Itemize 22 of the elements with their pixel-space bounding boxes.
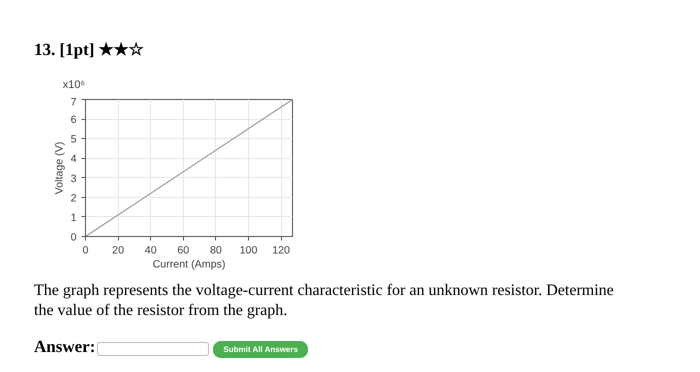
x-tick-label: 60 [177, 244, 190, 256]
x-axis-title: Current (Amps) [152, 258, 226, 270]
x-tick-label: 0 [82, 244, 89, 256]
x-tick-label: 100 [240, 244, 258, 256]
x-tick-label: 40 [144, 244, 157, 256]
y-axis-title: Voltage (V) [54, 142, 66, 194]
y-tick-label: 0 [70, 232, 77, 244]
x-tick-label: 120 [272, 244, 290, 256]
y-tick-label: 4 [70, 153, 77, 166]
y-tick-label: 3 [70, 172, 77, 185]
chart-title: 13. [1pt] ★★☆ [34, 39, 144, 61]
y-tick-label: 2 [70, 192, 77, 204]
x-tick-label: 20 [112, 244, 124, 256]
y-tick-label: 1 [70, 212, 77, 224]
x-tick-label: 80 [210, 244, 222, 256]
y-tick-label: 6 [70, 114, 77, 126]
text: Answer: [34, 337, 96, 356]
text: x10⁶ [62, 78, 85, 93]
y-tick-label: 5 [70, 134, 77, 146]
y-tick-label: 7 [70, 96, 77, 108]
text: Submit All Answers [213, 340, 308, 358]
text: The graph represents the voltage-current characteristic for an unknown resistor. Determine the value of the resistor from the graph. [34, 281, 615, 321]
